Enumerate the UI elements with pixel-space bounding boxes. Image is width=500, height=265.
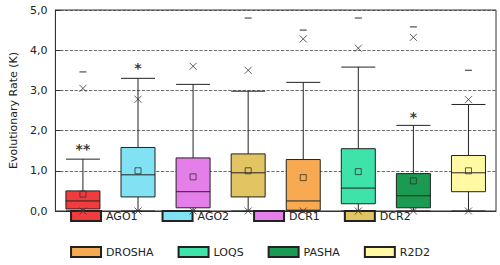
svg-text:**: ** [76, 141, 91, 157]
svg-text:DROSHA: DROSHA [106, 246, 154, 259]
svg-text:2,0: 2,0 [30, 124, 48, 137]
svg-text:*: * [410, 109, 418, 125]
svg-text:0,0: 0,0 [30, 205, 48, 218]
svg-text:1,0: 1,0 [30, 164, 48, 177]
svg-text:R2D2: R2D2 [400, 246, 430, 259]
svg-text:Evolutionary Rate (K): Evolutionary Rate (K) [7, 52, 20, 169]
svg-text:DCR2: DCR2 [380, 210, 411, 223]
svg-text:4,0: 4,0 [30, 44, 48, 57]
svg-text:PASHA: PASHA [304, 246, 341, 259]
svg-text:DCR1: DCR1 [289, 210, 320, 223]
svg-text:5,0: 5,0 [30, 4, 48, 17]
svg-text:AGO1: AGO1 [106, 210, 138, 223]
svg-text:*: * [134, 60, 142, 76]
svg-text:3,0: 3,0 [30, 84, 48, 97]
svg-text:AGO2: AGO2 [198, 210, 230, 223]
svg-text:LOQS: LOQS [214, 246, 244, 259]
